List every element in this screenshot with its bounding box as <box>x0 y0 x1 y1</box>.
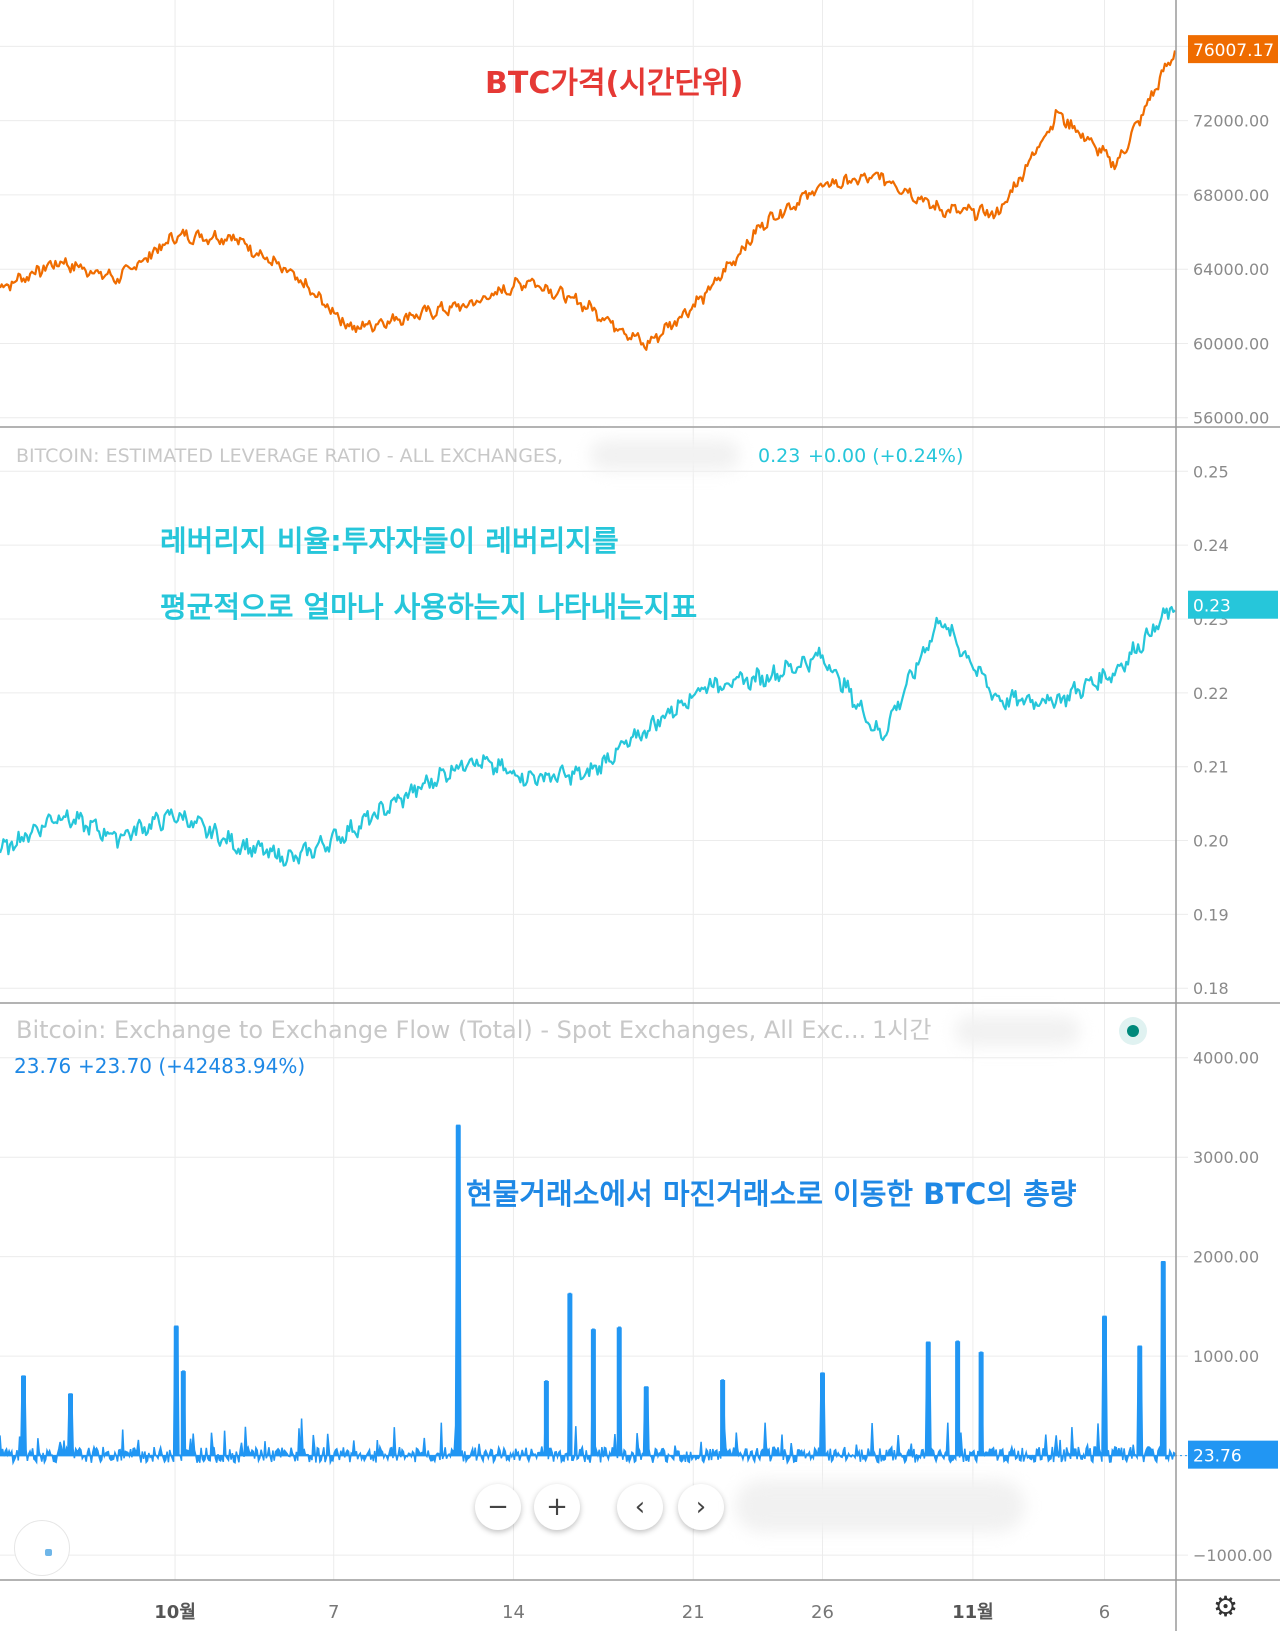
status-dot-icon <box>45 1549 52 1556</box>
scroll-left-button[interactable]: ‹ <box>617 1484 663 1530</box>
zoom-out-button[interactable]: − <box>475 1484 521 1530</box>
last-value-label: 23.76 <box>1193 1447 1242 1467</box>
series-line <box>0 50 1177 351</box>
series-line <box>0 606 1176 867</box>
x-tick-label: 14 <box>502 1602 525 1623</box>
last-value-label: 0.23 <box>1193 597 1231 617</box>
y-tick-label: 1000.00 <box>1193 1347 1259 1366</box>
y-tick-label: 0.19 <box>1193 905 1229 924</box>
y-tick-label: 0.21 <box>1193 758 1229 777</box>
x-tick-label: 10월 <box>154 1602 196 1623</box>
annotation-text: 레버리지 비율:투자자들이 레버리지를 <box>160 524 619 558</box>
y-tick-label: 0.22 <box>1193 684 1229 703</box>
y-tick-label: 2000.00 <box>1193 1248 1259 1267</box>
y-tick-label: 0.20 <box>1193 832 1229 851</box>
x-tick-label: 6 <box>1099 1602 1110 1623</box>
x-tick-label: 21 <box>682 1602 705 1623</box>
header-change: +23.70 (+42483.94%) <box>78 1054 305 1078</box>
x-tick-label: 26 <box>811 1602 834 1623</box>
indicator-header: Bitcoin: Exchange to Exchange Flow (Tota… <box>16 1016 866 1044</box>
header-change: +0.00 (+0.24%) <box>808 445 963 467</box>
drawing-tool-button[interactable] <box>14 1520 70 1576</box>
redacted-area <box>735 1480 1025 1532</box>
y-tick-label: 0.24 <box>1193 536 1229 555</box>
header-interval: 1시간 <box>872 1016 931 1044</box>
y-tick-label: 3000.00 <box>1193 1148 1259 1167</box>
last-value-badge <box>1188 590 1278 619</box>
annotation-text: 평균적으로 얼마나 사용하는지 나타내는지표 <box>160 590 697 624</box>
status-dot-icon <box>1127 1025 1139 1037</box>
y-tick-label: −1000.00 <box>1193 1546 1273 1565</box>
redacted-area <box>590 440 740 470</box>
last-value-badge <box>1188 35 1278 64</box>
indicator-header: BITCOIN: ESTIMATED LEVERAGE RATIO - ALL … <box>16 445 563 467</box>
header-value: 23.76 <box>14 1054 71 1078</box>
y-tick-label: 60000.00 <box>1193 334 1269 353</box>
last-value-label: 76007.17 <box>1193 41 1274 61</box>
last-value-badge <box>1188 1440 1278 1469</box>
x-tick-label: 7 <box>328 1602 339 1623</box>
y-tick-label: 68000.00 <box>1193 186 1269 205</box>
y-tick-label: 0.25 <box>1193 462 1229 481</box>
y-tick-label: 56000.00 <box>1193 409 1269 428</box>
y-tick-label: 0.18 <box>1193 979 1229 998</box>
annotation-text: 현물거래소에서 마진거래소로 이동한 BTC의 총량 <box>466 1177 1077 1211</box>
x-tick-label: 11월 <box>952 1602 994 1623</box>
header-value: 0.23 <box>758 445 800 467</box>
scroll-right-button[interactable]: › <box>678 1484 724 1530</box>
gear-icon[interactable]: ⚙ <box>1213 1590 1239 1623</box>
chart-title: BTC가격(시간단위) <box>485 66 743 101</box>
redacted-area <box>955 1016 1080 1046</box>
y-tick-label: 72000.00 <box>1193 112 1269 131</box>
y-tick-label: 4000.00 <box>1193 1049 1259 1068</box>
y-tick-label: 64000.00 <box>1193 260 1269 279</box>
zoom-in-button[interactable]: + <box>534 1484 580 1530</box>
